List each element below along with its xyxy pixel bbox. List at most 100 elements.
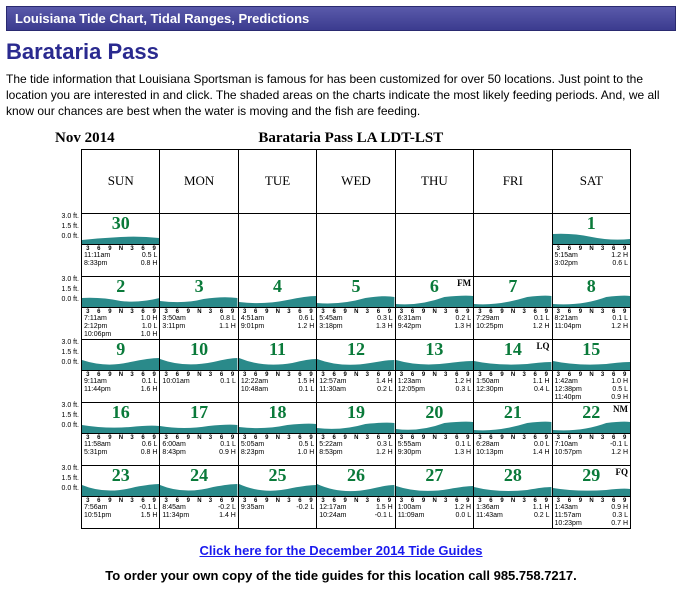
day-cell: 12369N36912:57am1.4 H11:30am0.2 L: [317, 339, 395, 402]
day-cell: 18369N3695:05am0.5 L8:23pm1.0 H: [238, 402, 316, 465]
day-number: 20: [396, 403, 473, 421]
tide-times: 5:22am0.3 L8:53pm1.2 H: [319, 441, 392, 457]
day-number: 19: [317, 403, 394, 421]
day-number: 16: [82, 403, 159, 421]
tide-times: 9:35am-0.2 L: [241, 504, 314, 512]
day-number: 25: [239, 466, 316, 484]
day-cell: [474, 213, 552, 276]
tide-times: 12:22am1.5 H10:48am0.1 L: [241, 378, 314, 394]
day-cell: 16369N36911:58am0.6 L5:31pm0.8 H: [82, 402, 160, 465]
day-number: 27: [396, 466, 473, 484]
day-cell: 2369N3697:11am1.0 H2:12pm1.0 L10:06pm1.0…: [82, 276, 160, 339]
day-cell: [160, 213, 238, 276]
day-number: 9: [82, 340, 159, 358]
day-header: WED: [317, 149, 395, 213]
calendar-table: SUNMONTUEWEDTHUFRISAT3.0 ft.1.5 ft.0.0 f…: [51, 149, 631, 529]
day-number: 8: [553, 277, 630, 295]
day-number: 30: [82, 214, 159, 232]
tide-times: 1:43am0.9 H11:57am0.3 L10:23pm0.7 H: [555, 504, 628, 528]
day-number: 6FM: [396, 277, 473, 295]
tide-times: 6:00am0.1 L8:43pm0.9 H: [162, 441, 235, 457]
day-cell: 13369N3691:23am1.2 H12:05pm0.3 L: [395, 339, 473, 402]
scale-labels: 3.0 ft.1.5 ft.0.0 ft.: [51, 213, 82, 276]
tide-times: 7:56am-0.1 L10:51pm1.5 H: [84, 504, 157, 520]
day-number: 2: [82, 277, 159, 295]
tide-times: 3:50am0.8 L3:11pm1.1 H: [162, 315, 235, 331]
day-cell: 27369N3691:00am1.2 H11:09am0.0 L: [395, 465, 473, 528]
tide-times: 1:42am1.0 H12:38pm0.5 L11:40pm0.9 H: [555, 378, 628, 402]
tide-times: 7:11am1.0 H2:12pm1.0 L10:06pm1.0 H: [84, 315, 157, 339]
day-number: 15: [553, 340, 630, 358]
location-label: Barataria Pass LA LDT-LST: [258, 130, 443, 147]
day-cell: 11369N36912:22am1.5 H10:48am0.1 L: [238, 339, 316, 402]
december-link[interactable]: Click here for the December 2014 Tide Gu…: [200, 543, 483, 558]
tide-times: 11:11am0.5 L8:33pm0.8 H: [84, 252, 157, 268]
tide-times: 10:01am0.1 L: [162, 378, 235, 386]
day-cell: 9369N3699:11am0.1 L11:44pm1.6 H: [82, 339, 160, 402]
tide-times: 8:45am-0.2 L11:34pm1.4 H: [162, 504, 235, 520]
tide-times: 4:51am0.6 L9:01pm1.2 H: [241, 315, 314, 331]
tide-times: 1:36am1.1 H11:43am0.2 L: [476, 504, 549, 520]
tide-times: 12:57am1.4 H11:30am0.2 L: [319, 378, 392, 394]
day-number: 13: [396, 340, 473, 358]
moon-phase: FM: [457, 279, 471, 288]
header-bar: Louisiana Tide Chart, Tidal Ranges, Pred…: [6, 6, 676, 31]
day-cell: 15369N3691:42am1.0 H12:38pm0.5 L11:40pm0…: [552, 339, 630, 402]
day-cell: 5369N3695:45am0.3 L3:18pm1.3 H: [317, 276, 395, 339]
moon-phase: FQ: [616, 468, 629, 477]
day-cell: 1369N3695:15am1.2 H3:02pm0.6 L: [552, 213, 630, 276]
day-cell: 23369N3697:56am-0.1 L10:51pm1.5 H: [82, 465, 160, 528]
tide-times: 7:29am0.1 L10:25pm1.2 H: [476, 315, 549, 331]
day-number: 21: [474, 403, 551, 421]
day-cell: [238, 213, 316, 276]
day-number: 17: [160, 403, 237, 421]
tide-calendar: Nov 2014 Barataria Pass LA LDT-LST SUNMO…: [51, 130, 631, 529]
day-cell: 22NM369N3697:10am-0.1 L10:57pm1.2 H: [552, 402, 630, 465]
day-header: SAT: [552, 149, 630, 213]
tide-times: 5:55am0.1 L9:30pm1.3 H: [398, 441, 471, 457]
tide-times: 5:05am0.5 L8:23pm1.0 H: [241, 441, 314, 457]
tide-times: 9:11am0.1 L11:44pm1.6 H: [84, 378, 157, 394]
day-cell: 28369N3691:36am1.1 H11:43am0.2 L: [474, 465, 552, 528]
tide-times: 1:00am1.2 H11:09am0.0 L: [398, 504, 471, 520]
day-number: 5: [317, 277, 394, 295]
day-cell: 19369N3695:22am0.3 L8:53pm1.2 H: [317, 402, 395, 465]
day-cell: 24369N3698:45am-0.2 L11:34pm1.4 H: [160, 465, 238, 528]
tide-times: 5:45am0.3 L3:18pm1.3 H: [319, 315, 392, 331]
scale-labels: 3.0 ft.1.5 ft.0.0 ft.: [51, 339, 82, 402]
day-number: 7: [474, 277, 551, 295]
day-number: 24: [160, 466, 237, 484]
day-cell: 30369N36911:11am0.5 L8:33pm0.8 H: [82, 213, 160, 276]
day-number: 10: [160, 340, 237, 358]
day-number: 4: [239, 277, 316, 295]
day-number: 29FQ: [553, 466, 630, 484]
day-number: 1: [553, 214, 630, 232]
intro-text: The tide information that Louisiana Spor…: [6, 71, 676, 120]
scale-labels: 3.0 ft.1.5 ft.0.0 ft.: [51, 276, 82, 339]
page-title: Barataria Pass: [6, 39, 676, 65]
day-header: FRI: [474, 149, 552, 213]
month-label: Nov 2014: [55, 130, 115, 147]
day-cell: 25369N3699:35am-0.2 L: [238, 465, 316, 528]
day-number: 28: [474, 466, 551, 484]
day-number: 22NM: [553, 403, 630, 421]
day-cell: 3369N3693:50am0.8 L3:11pm1.1 H: [160, 276, 238, 339]
day-cell: [317, 213, 395, 276]
day-cell: 29FQ369N3691:43am0.9 H11:57am0.3 L10:23p…: [552, 465, 630, 528]
day-header: MON: [160, 149, 238, 213]
tide-times: 12:17am1.5 H10:24am-0.1 L: [319, 504, 392, 520]
day-number: 14LQ: [474, 340, 551, 358]
day-cell: 6FM369N3696:31am0.2 L9:42pm1.3 H: [395, 276, 473, 339]
day-cell: 10369N36910:01am0.1 L: [160, 339, 238, 402]
tide-times: 1:50am1.1 H12:30pm0.4 L: [476, 378, 549, 394]
scale-labels: 3.0 ft.1.5 ft.0.0 ft.: [51, 402, 82, 465]
day-number: 11: [239, 340, 316, 358]
day-number: 3: [160, 277, 237, 295]
tide-times: 11:58am0.6 L5:31pm0.8 H: [84, 441, 157, 457]
tide-times: 5:15am1.2 H3:02pm0.6 L: [555, 252, 628, 268]
scale-labels: 3.0 ft.1.5 ft.0.0 ft.: [51, 465, 82, 528]
day-cell: [395, 213, 473, 276]
day-number: 12: [317, 340, 394, 358]
tide-times: 7:10am-0.1 L10:57pm1.2 H: [555, 441, 628, 457]
moon-phase: NM: [613, 405, 628, 414]
